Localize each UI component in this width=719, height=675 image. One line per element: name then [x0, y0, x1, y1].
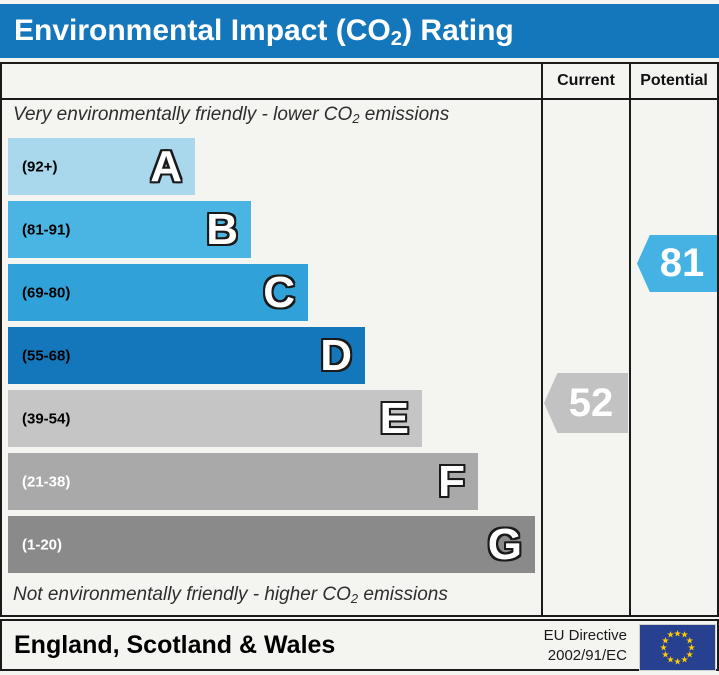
eu-flag-star: ★: [687, 642, 696, 652]
band-range-label: (92+): [22, 158, 58, 175]
band-row-f: (21-38) F: [0, 453, 541, 510]
band-bar-c: (69-80) C: [8, 264, 308, 321]
header-divider-line: [0, 98, 719, 100]
eu-flag-star: ★: [661, 649, 670, 659]
bottom-caption-prefix: Not environmentally friendly - higher CO: [13, 584, 351, 605]
eu-directive-line2: 2002/91/EC: [547, 647, 627, 664]
potential-value: 81: [659, 241, 705, 285]
eu-directive-label: EU Directive 2002/91/EC: [477, 626, 627, 666]
bottom-caption: Not environmentally friendly - higher CO…: [13, 584, 538, 606]
band-letter: G: [487, 519, 522, 569]
eu-flag-star: ★: [666, 629, 675, 640]
rating-table-frame: [0, 62, 719, 617]
eu-flag-star: ★: [673, 656, 682, 666]
eu-directive-line1: EU Directive: [543, 627, 627, 644]
eu-flag-star: ★: [680, 629, 689, 640]
band-letter: C: [263, 267, 295, 317]
eu-flag: ★ ★ ★ ★ ★ ★ ★ ★ ★ ★ ★ ★: [639, 624, 716, 671]
current-column-header: Current: [557, 72, 615, 89]
band-range-label: (39-54): [22, 410, 71, 427]
bottom-caption-subscript: 2: [350, 591, 359, 607]
top-caption-prefix: Very environmentally friendly - lower CO: [13, 104, 353, 125]
band-letter: E: [379, 393, 409, 443]
band-bar-e: (39-54) E: [8, 390, 422, 447]
band-range-label: (1-20): [22, 536, 63, 553]
eu-flag-star: ★: [673, 628, 682, 638]
band-row-c: (69-80) C: [0, 264, 541, 321]
current-column-divider: [541, 62, 543, 617]
bottom-caption-suffix: emissions: [358, 584, 448, 605]
page-title-suffix: ) Rating: [402, 14, 514, 47]
band-letter: F: [438, 456, 465, 506]
footer-frame: [0, 619, 719, 671]
top-caption-suffix: emissions: [359, 104, 450, 125]
footer-region-label: England, Scotland & Wales: [14, 631, 336, 659]
current-value: 52: [568, 380, 614, 425]
band-bar-a: (92+) A: [8, 138, 195, 195]
band-letter: A: [150, 141, 182, 191]
band-letter: D: [320, 330, 352, 380]
band-bar-f: (21-38) F: [8, 453, 478, 510]
eu-flag-star: ★: [666, 654, 675, 665]
eu-flag-star: ★: [685, 635, 694, 645]
eu-flag-star: ★: [680, 654, 689, 665]
band-row-a: (92+) A: [0, 138, 541, 195]
eu-flag-star: ★: [659, 642, 668, 652]
current-arrow: 52: [544, 373, 628, 433]
page-title-prefix: Environmental Impact (CO: [14, 14, 391, 47]
potential-column-header: Potential: [640, 72, 708, 89]
eu-flag-star: ★: [661, 635, 670, 645]
band-letter: B: [206, 204, 238, 254]
band-row-e: (39-54) E: [0, 390, 541, 447]
potential-arrow: 81: [637, 235, 717, 292]
page-title-subscript: 2: [390, 28, 403, 51]
band-range-label: (81-91): [22, 221, 71, 238]
band-range-label: (55-68): [22, 347, 71, 364]
top-caption: Very environmentally friendly - lower CO…: [13, 104, 538, 126]
band-bar-d: (55-68) D: [8, 327, 365, 384]
band-range-label: (69-80): [22, 284, 71, 301]
band-range-label: (21-38): [22, 473, 71, 490]
top-caption-subscript: 2: [352, 111, 360, 127]
band-row-d: (55-68) D: [0, 327, 541, 384]
band-bar-b: (81-91) B: [8, 201, 251, 258]
potential-column-divider: [629, 62, 631, 617]
eu-flag-star: ★: [685, 649, 694, 659]
band-row-g: (1-20) G: [0, 516, 541, 573]
band-bar-g: (1-20) G: [8, 516, 535, 573]
band-row-b: (81-91) B: [0, 201, 541, 258]
page-title: Environmental Impact (CO2) Rating: [0, 4, 719, 58]
